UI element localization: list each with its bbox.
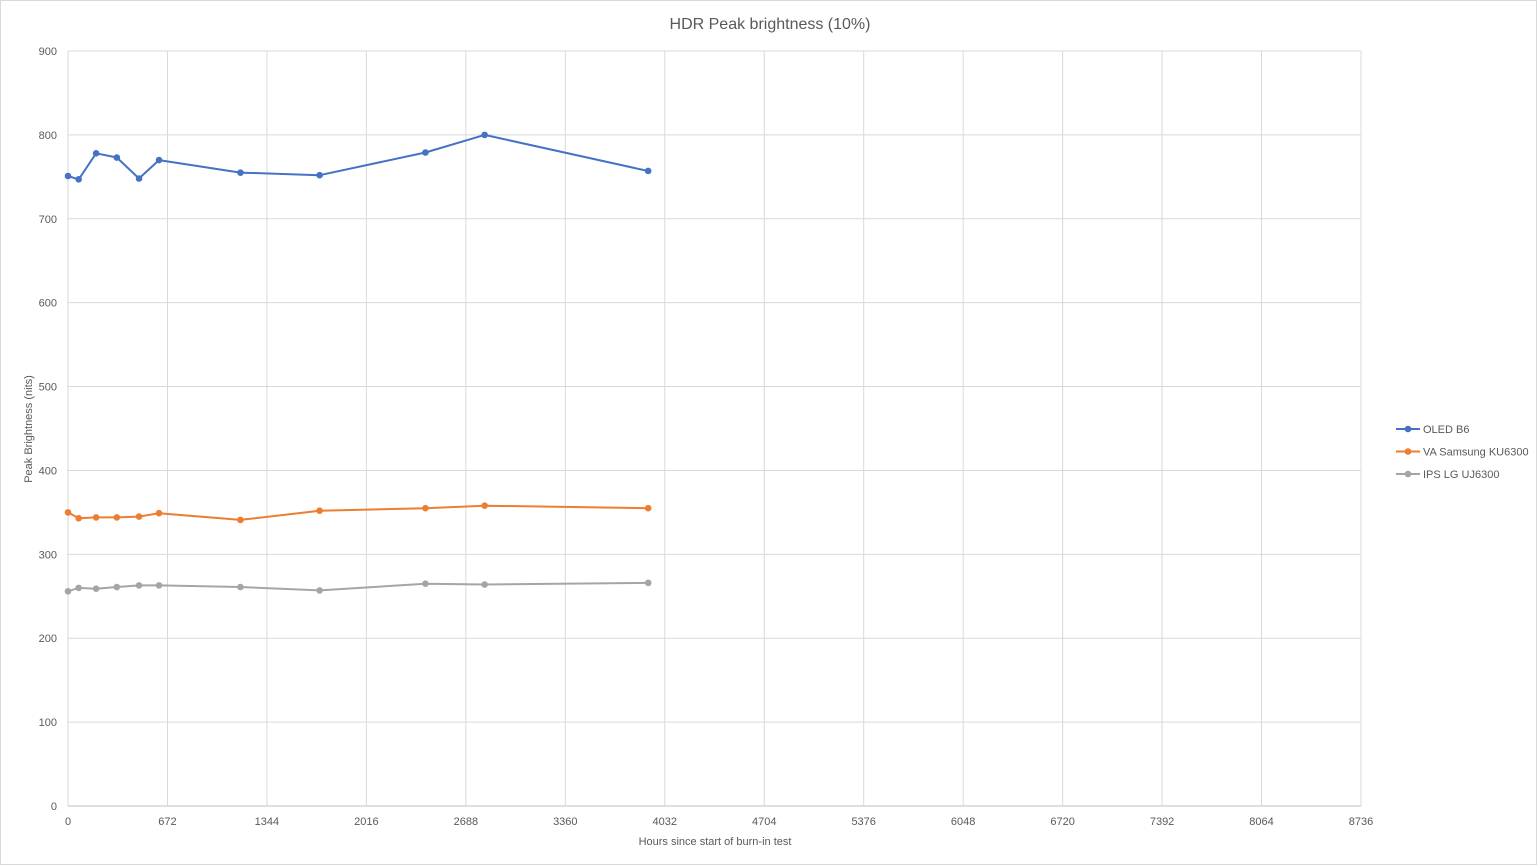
data-point [155, 156, 163, 164]
x-tick-label: 7392 [1150, 816, 1174, 828]
y-tick-label: 500 [39, 382, 57, 394]
data-point [422, 580, 429, 587]
x-tick-label: 3360 [553, 816, 577, 828]
data-point [75, 514, 82, 522]
x-tick-label: 6720 [1050, 816, 1074, 828]
data-point [237, 169, 244, 176]
data-point [481, 581, 488, 588]
data-point [481, 131, 488, 139]
data-point [92, 585, 100, 593]
x-tick-label: 6048 [951, 816, 975, 828]
y-tick-label: 300 [39, 549, 57, 561]
data-point [75, 584, 82, 592]
data-point [644, 167, 652, 175]
x-tick-label: 4704 [752, 816, 776, 828]
data-point [481, 502, 488, 509]
data-point [135, 582, 143, 589]
y-tick-label: 700 [39, 214, 57, 226]
data-point [135, 513, 143, 520]
y-tick-label: 400 [39, 465, 57, 477]
data-point [64, 172, 72, 180]
legend-entry: IPS LG UJ6300 [1423, 469, 1499, 481]
x-tick-label: 672 [158, 816, 176, 828]
grid [67, 50, 1362, 807]
data-point [135, 175, 143, 182]
data-point [113, 514, 121, 521]
data-point [422, 149, 429, 156]
data-point [64, 587, 72, 595]
data-point [113, 154, 121, 161]
x-axis-label: Hours since start of burn-in test [639, 836, 792, 848]
chart-title: HDR Peak brightness (10%) [670, 16, 871, 33]
y-tick-label: 900 [39, 46, 57, 58]
x-tick-label: 8736 [1349, 816, 1373, 828]
data-point [316, 587, 323, 594]
y-tick-label: 600 [39, 298, 57, 310]
data-point [75, 176, 82, 183]
x-tick-label: 5376 [851, 816, 875, 828]
axis-ticks: 0 100 200 300 400 500 600 700 800 900 0 672 1344 2016… [39, 46, 1374, 828]
x-tick-label: 2016 [354, 816, 378, 828]
legend-entry: OLED B6 [1423, 424, 1469, 436]
data-point [644, 504, 652, 512]
series-group [64, 131, 652, 595]
legend-marker [1404, 448, 1412, 455]
data-point [92, 514, 100, 521]
data-point [237, 516, 244, 524]
x-tick-label: 2688 [454, 816, 478, 828]
data-point [644, 579, 652, 587]
y-tick-label: 200 [39, 633, 57, 645]
x-tick-label: 1344 [255, 816, 279, 828]
legend-marker [1404, 425, 1412, 433]
x-tick-label: 0 [65, 816, 71, 828]
legend-entry: VA Samsung KU6300 [1423, 447, 1529, 459]
y-axis-label: Peak Brightness (nits) [23, 375, 35, 483]
data-point [155, 582, 163, 589]
legend-marker [1404, 470, 1412, 478]
x-tick-label: 4032 [653, 816, 677, 828]
series-line [67, 133, 649, 181]
data-point [316, 171, 323, 179]
data-point [155, 509, 163, 517]
y-tick-label: 100 [39, 717, 57, 729]
data-point [113, 583, 121, 591]
y-tick-label: 800 [39, 130, 57, 142]
legend: OLED B6 VA Samsung KU6300 IPS LG UJ6300 [1396, 424, 1529, 481]
data-point [237, 583, 244, 591]
x-tick-label: 8064 [1249, 816, 1273, 828]
data-point [422, 504, 429, 512]
data-point [64, 509, 72, 516]
data-point [92, 150, 100, 157]
series-line [67, 581, 649, 593]
y-tick-label: 0 [51, 801, 57, 813]
data-point [316, 507, 323, 515]
series-line [67, 504, 649, 521]
